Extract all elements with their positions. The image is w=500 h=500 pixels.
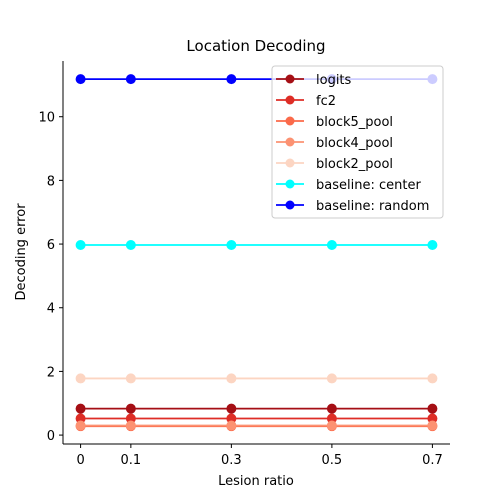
data-point-logits bbox=[326, 403, 337, 414]
data-point-block2-pool bbox=[427, 373, 438, 384]
data-point-baseline-center bbox=[326, 240, 337, 251]
series-block4-pool bbox=[75, 420, 438, 431]
legend-marker bbox=[285, 158, 295, 168]
series-logits bbox=[75, 403, 438, 414]
data-point-baseline-random bbox=[75, 74, 86, 85]
legend-label: baseline: random bbox=[316, 199, 429, 214]
legend-marker bbox=[285, 200, 295, 210]
data-point-block4-pool bbox=[75, 420, 86, 431]
legend-entry-block2-pool: block2_pool bbox=[276, 157, 393, 172]
data-point-logits bbox=[427, 403, 438, 414]
y-tick-label: 4 bbox=[47, 302, 55, 317]
x-axis-ticks: 0 0.1 0.3 0.5 0.7 bbox=[76, 444, 443, 468]
x-tick-label: 0.5 bbox=[322, 453, 343, 468]
plot-area bbox=[75, 74, 438, 432]
legend-entry-baseline-center: baseline: center bbox=[276, 178, 421, 193]
data-point-block4-pool bbox=[326, 420, 337, 431]
legend-marker bbox=[285, 95, 295, 105]
legend-label: baseline: center bbox=[316, 178, 421, 193]
y-axis-label: Decoding error bbox=[14, 203, 29, 301]
y-tick-label: 10 bbox=[38, 111, 55, 126]
x-tick-label: 0.7 bbox=[422, 453, 443, 468]
data-point-logits bbox=[75, 403, 86, 414]
data-point-block2-pool bbox=[326, 373, 337, 384]
legend-marker bbox=[285, 137, 295, 147]
legend-entry-logits: logits bbox=[276, 73, 352, 88]
data-point-baseline-random bbox=[226, 74, 237, 85]
legend-marker bbox=[285, 179, 295, 189]
x-tick-label: 0.3 bbox=[221, 453, 242, 468]
legend-label: fc2 bbox=[316, 94, 336, 109]
legend-entry-block4-pool: block4_pool bbox=[276, 136, 393, 151]
legend-entry-baseline-random: baseline: random bbox=[276, 199, 429, 214]
y-axis-ticks: 0 2 4 6 8 10 bbox=[38, 111, 63, 444]
legend-label: block5_pool bbox=[316, 115, 393, 130]
data-point-block4-pool bbox=[125, 420, 136, 431]
legend-label: block4_pool bbox=[316, 136, 393, 151]
legend: logits fc2 block5_pool block4_pool block2_po… bbox=[271, 65, 444, 219]
x-tick-label: 0 bbox=[76, 453, 84, 468]
data-point-logits bbox=[226, 403, 237, 414]
legend-marker bbox=[285, 74, 295, 84]
data-point-logits bbox=[125, 403, 136, 414]
data-point-block2-pool bbox=[226, 373, 237, 384]
data-point-baseline-center bbox=[226, 240, 237, 251]
legend-box bbox=[271, 65, 444, 219]
data-point-block4-pool bbox=[226, 420, 237, 431]
x-axis-label: Lesion ratio bbox=[218, 474, 294, 489]
data-point-block2-pool bbox=[75, 373, 86, 384]
y-tick-label: 0 bbox=[47, 429, 55, 444]
y-tick-label: 6 bbox=[47, 238, 55, 253]
series-baseline-center bbox=[75, 240, 438, 251]
data-point-block4-pool bbox=[427, 420, 438, 431]
data-point-block2-pool bbox=[125, 373, 136, 384]
legend-label: block2_pool bbox=[316, 157, 393, 172]
data-point-baseline-center bbox=[125, 240, 136, 251]
legend-label: logits bbox=[316, 73, 352, 88]
y-tick-label: 8 bbox=[47, 174, 55, 189]
data-point-baseline-center bbox=[75, 240, 86, 251]
data-point-baseline-center bbox=[427, 240, 438, 251]
chart-title: Location Decoding bbox=[186, 37, 325, 55]
legend-marker bbox=[285, 116, 295, 126]
y-tick-label: 2 bbox=[47, 365, 55, 380]
x-tick-label: 0.1 bbox=[121, 453, 142, 468]
series-block2-pool bbox=[75, 373, 438, 384]
legend-entry-fc2: fc2 bbox=[276, 94, 336, 109]
data-point-baseline-random bbox=[125, 74, 136, 85]
legend-entry-block5-pool: block5_pool bbox=[276, 115, 393, 130]
